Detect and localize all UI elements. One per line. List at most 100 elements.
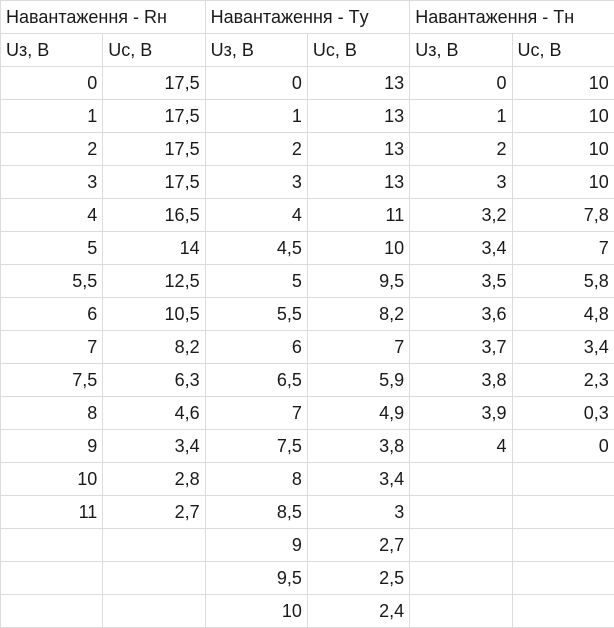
table-cell[interactable]: 1 (205, 100, 307, 133)
table-cell[interactable]: 9,5 (307, 265, 409, 298)
table-cell[interactable]: 14 (103, 232, 205, 265)
subheader-uc-rn[interactable]: Uс, В (103, 34, 205, 67)
table-cell[interactable]: 7 (512, 232, 614, 265)
table-cell[interactable]: 9,5 (205, 562, 307, 595)
table-cell[interactable]: 2 (1, 133, 103, 166)
table-cell[interactable]: 9 (205, 529, 307, 562)
table-cell[interactable]: 2 (205, 133, 307, 166)
table-cell[interactable]: 3 (205, 166, 307, 199)
table-cell[interactable]: 4 (1, 199, 103, 232)
table-cell[interactable]: 2,3 (512, 364, 614, 397)
table-cell[interactable]: 3,9 (410, 397, 512, 430)
table-cell[interactable]: 17,5 (103, 67, 205, 100)
table-cell[interactable]: 10 (512, 133, 614, 166)
subheader-uz-tn[interactable]: Uз, В (410, 34, 512, 67)
table-cell[interactable] (410, 463, 512, 496)
table-cell[interactable]: 3,4 (103, 430, 205, 463)
header-ty[interactable]: Навантаження - Тy (205, 1, 410, 34)
subheader-uz-rn[interactable]: Uз, В (1, 34, 103, 67)
table-cell[interactable]: 5,9 (307, 364, 409, 397)
table-cell[interactable]: 2,7 (103, 496, 205, 529)
table-cell[interactable]: 8,2 (307, 298, 409, 331)
table-cell[interactable]: 16,5 (103, 199, 205, 232)
table-cell[interactable]: 7 (307, 331, 409, 364)
table-cell[interactable]: 6 (1, 298, 103, 331)
table-cell[interactable]: 10 (1, 463, 103, 496)
table-cell[interactable]: 11 (1, 496, 103, 529)
subheader-uc-ty[interactable]: Uс, В (307, 34, 409, 67)
table-cell[interactable]: 5 (205, 265, 307, 298)
table-cell[interactable]: 0 (512, 430, 614, 463)
table-cell[interactable] (512, 496, 614, 529)
table-cell[interactable]: 3,4 (410, 232, 512, 265)
table-cell[interactable]: 0,3 (512, 397, 614, 430)
table-cell[interactable]: 4 (410, 430, 512, 463)
table-cell[interactable]: 1 (1, 100, 103, 133)
header-rn[interactable]: Навантаження - Rн (1, 1, 206, 34)
table-cell[interactable]: 2,8 (103, 463, 205, 496)
table-cell[interactable] (103, 595, 205, 628)
table-cell[interactable]: 10 (512, 100, 614, 133)
table-cell[interactable]: 13 (307, 133, 409, 166)
table-cell[interactable]: 4,8 (512, 298, 614, 331)
table-cell[interactable] (1, 562, 103, 595)
table-cell[interactable] (1, 595, 103, 628)
table-cell[interactable] (410, 562, 512, 595)
table-cell[interactable]: 10 (205, 595, 307, 628)
header-tn[interactable]: Навантаження - Тн (410, 1, 614, 34)
table-cell[interactable]: 13 (307, 67, 409, 100)
table-cell[interactable]: 13 (307, 166, 409, 199)
table-cell[interactable]: 10 (512, 166, 614, 199)
table-cell[interactable] (103, 529, 205, 562)
table-cell[interactable]: 3 (410, 166, 512, 199)
table-cell[interactable] (512, 529, 614, 562)
table-cell[interactable]: 3 (307, 496, 409, 529)
table-cell[interactable]: 10 (307, 232, 409, 265)
table-cell[interactable]: 5,8 (512, 265, 614, 298)
table-cell[interactable]: 5,5 (1, 265, 103, 298)
table-cell[interactable]: 17,5 (103, 166, 205, 199)
table-cell[interactable]: 17,5 (103, 133, 205, 166)
table-cell[interactable]: 0 (1, 67, 103, 100)
table-cell[interactable]: 7 (205, 397, 307, 430)
table-cell[interactable]: 7 (1, 331, 103, 364)
table-cell[interactable]: 8,2 (103, 331, 205, 364)
table-cell[interactable]: 3,8 (307, 430, 409, 463)
table-cell[interactable]: 8,5 (205, 496, 307, 529)
table-cell[interactable]: 8 (1, 397, 103, 430)
table-cell[interactable]: 7,5 (1, 364, 103, 397)
table-cell[interactable] (103, 562, 205, 595)
table-cell[interactable]: 3,4 (307, 463, 409, 496)
table-cell[interactable]: 9 (1, 430, 103, 463)
table-cell[interactable]: 1 (410, 100, 512, 133)
table-cell[interactable]: 3,7 (410, 331, 512, 364)
table-cell[interactable] (410, 496, 512, 529)
table-cell[interactable]: 6 (205, 331, 307, 364)
table-cell[interactable] (512, 562, 614, 595)
table-cell[interactable]: 12,5 (103, 265, 205, 298)
table-cell[interactable]: 4,6 (103, 397, 205, 430)
table-cell[interactable]: 8 (205, 463, 307, 496)
table-cell[interactable] (512, 595, 614, 628)
table-cell[interactable]: 13 (307, 100, 409, 133)
table-cell[interactable]: 10,5 (103, 298, 205, 331)
table-cell[interactable]: 0 (410, 67, 512, 100)
subheader-uz-ty[interactable]: Uз, В (205, 34, 307, 67)
table-cell[interactable]: 7,5 (205, 430, 307, 463)
table-cell[interactable] (512, 463, 614, 496)
table-cell[interactable] (1, 529, 103, 562)
table-cell[interactable]: 3,2 (410, 199, 512, 232)
table-cell[interactable]: 2,4 (307, 595, 409, 628)
table-cell[interactable]: 0 (205, 67, 307, 100)
table-cell[interactable] (410, 529, 512, 562)
table-cell[interactable]: 4,5 (205, 232, 307, 265)
table-cell[interactable]: 3 (1, 166, 103, 199)
table-cell[interactable]: 11 (307, 199, 409, 232)
table-cell[interactable]: 6,5 (205, 364, 307, 397)
table-cell[interactable] (410, 595, 512, 628)
table-cell[interactable]: 5 (1, 232, 103, 265)
table-cell[interactable]: 2,7 (307, 529, 409, 562)
table-cell[interactable]: 4 (205, 199, 307, 232)
table-cell[interactable]: 4,9 (307, 397, 409, 430)
subheader-uc-tn[interactable]: Uс, В (512, 34, 614, 67)
